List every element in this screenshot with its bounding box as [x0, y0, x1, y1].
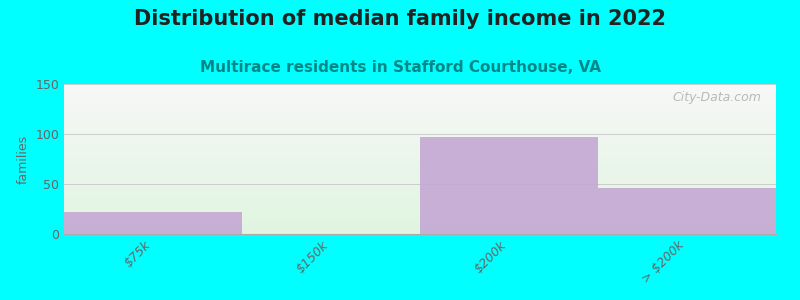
Text: Distribution of median family income in 2022: Distribution of median family income in …	[134, 9, 666, 29]
Bar	[598, 188, 776, 234]
Y-axis label: families: families	[17, 134, 30, 184]
Text: Multirace residents in Stafford Courthouse, VA: Multirace residents in Stafford Courthou…	[199, 60, 601, 75]
Text: City-Data.com: City-Data.com	[673, 92, 762, 104]
Bar	[64, 212, 242, 234]
Bar	[420, 137, 598, 234]
